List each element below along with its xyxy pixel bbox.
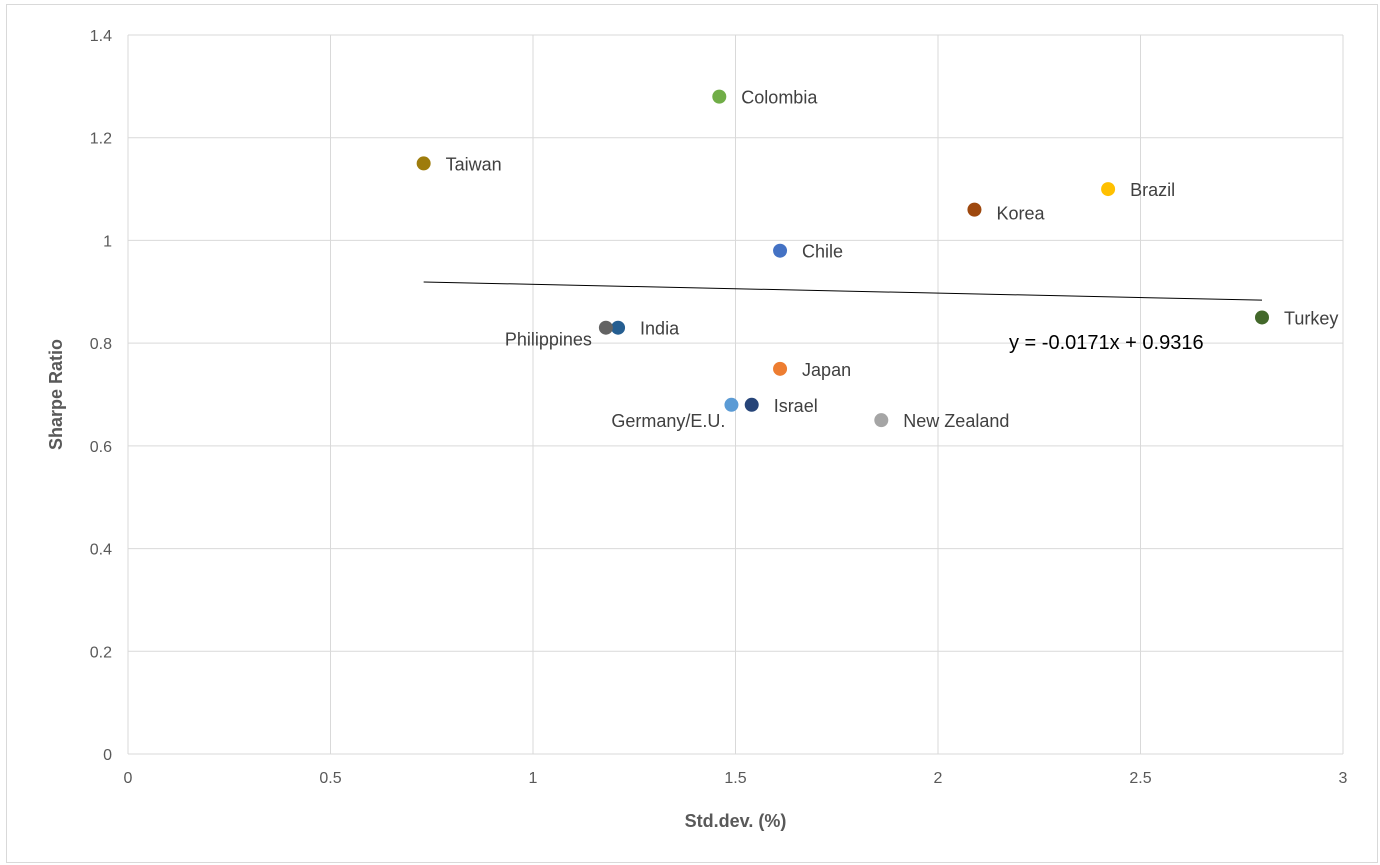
data-point xyxy=(712,89,727,104)
y-tick-label: 0.4 xyxy=(90,542,112,559)
gridlines xyxy=(127,34,1344,755)
y-tick-label: 1.4 xyxy=(90,28,112,45)
data-point xyxy=(773,361,788,376)
x-tick-label: 2 xyxy=(934,770,943,787)
data-label: Taiwan xyxy=(446,154,502,174)
x-tick-label: 2.5 xyxy=(1129,770,1151,787)
data-label: India xyxy=(640,319,680,339)
data-point xyxy=(744,397,759,412)
y-tick-label: 1.2 xyxy=(90,131,112,148)
data-point xyxy=(1255,310,1269,325)
data-point xyxy=(598,320,613,335)
x-tick-label: 3 xyxy=(1339,770,1348,787)
data-label: Israel xyxy=(774,396,818,416)
x-axis-title: Std.dev. (%) xyxy=(685,811,787,831)
y-tick-label: 0.6 xyxy=(90,439,112,456)
trendline xyxy=(423,281,1263,301)
data-point xyxy=(611,320,626,335)
x-tick-label: 0.5 xyxy=(319,770,341,787)
y-tick-label: 1 xyxy=(103,233,112,250)
x-tick-label: 1.5 xyxy=(724,770,746,787)
data-point xyxy=(724,397,739,412)
data-point xyxy=(416,156,431,171)
data-point xyxy=(773,243,788,258)
data-label: Chile xyxy=(802,242,843,262)
chart-frame xyxy=(6,4,1378,863)
x-tick-label: 1 xyxy=(529,770,538,787)
data-points: Colombia Taiwan Brazil Korea Chile Turkey Indi… xyxy=(416,88,1338,431)
y-axis-title: Sharpe Ratio xyxy=(46,339,66,450)
y-tick-label: 0.8 xyxy=(90,336,112,353)
data-point xyxy=(967,202,982,217)
y-tick-label: 0 xyxy=(103,747,112,764)
data-label: New Zealand xyxy=(903,411,1009,431)
trendline-group: y = -0.0171x + 0.9316 xyxy=(423,281,1263,354)
data-point xyxy=(874,413,889,428)
data-label: Japan xyxy=(802,360,851,380)
data-label: Brazil xyxy=(1130,180,1175,200)
y-tick-label: 0.2 xyxy=(90,644,112,661)
data-label: Korea xyxy=(996,204,1045,224)
data-label: Turkey xyxy=(1284,308,1338,328)
tick-labels: 0 0.5 1 1.5 2 2.5 3 0 0.2 0.4 0.6 0.8 1 1.2 1.4 xyxy=(90,28,1348,787)
data-label: Philippines xyxy=(505,330,592,350)
x-tick-label: 0 xyxy=(124,770,133,787)
data-label: Germany/E.U. xyxy=(611,411,725,431)
data-point xyxy=(1101,182,1116,197)
trendline-equation: y = -0.0171x + 0.9316 xyxy=(1009,332,1204,354)
data-label: Colombia xyxy=(741,88,818,108)
